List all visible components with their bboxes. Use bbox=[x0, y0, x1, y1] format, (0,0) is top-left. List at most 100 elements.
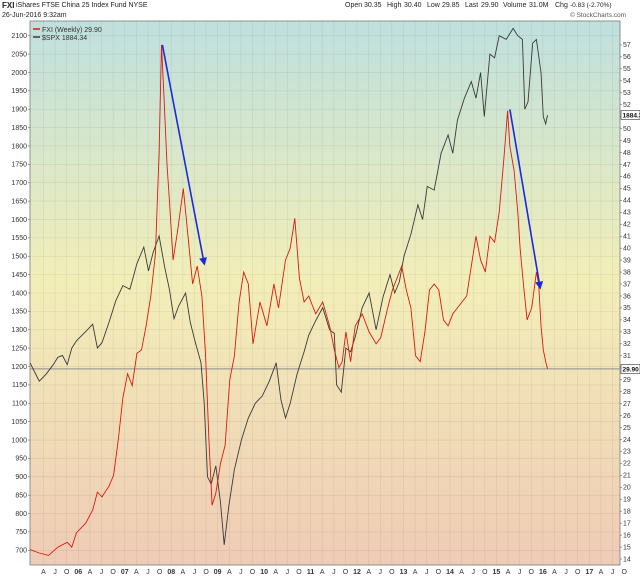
x-tick-label: O bbox=[343, 569, 349, 576]
right-tick-label: 20 bbox=[623, 485, 631, 492]
fxi-last-value-tag-box bbox=[620, 364, 640, 374]
right-tick-label: 25 bbox=[623, 425, 631, 432]
x-tick-label: O bbox=[529, 569, 535, 576]
right-tick-label: 16 bbox=[623, 532, 631, 539]
volume-value: 31.0M bbox=[529, 2, 549, 9]
right-tick-label: 47 bbox=[623, 162, 631, 169]
x-tick-label: J bbox=[611, 569, 615, 576]
x-tick-label: 14 bbox=[446, 569, 454, 576]
plot-area bbox=[29, 20, 621, 566]
right-tick-label: 45 bbox=[623, 186, 631, 193]
right-tick-label: 42 bbox=[623, 222, 631, 229]
x-tick-label: J bbox=[518, 569, 522, 576]
left-tick-label: 1200 bbox=[11, 364, 27, 371]
right-tick-label: 21 bbox=[623, 473, 631, 480]
right-tick-label: 31 bbox=[623, 353, 631, 360]
x-axis: A J O 06 A J O 07 A J O 08 A J O 09 A J O 10 A J O 11 A J O 12 A J O 13… bbox=[41, 569, 627, 576]
x-tick-label: 13 bbox=[400, 569, 408, 576]
x-tick-label: O bbox=[157, 569, 163, 576]
x-tick-label: O bbox=[110, 569, 116, 576]
fxi-series-line bbox=[30, 44, 548, 556]
left-tick-label: 1700 bbox=[11, 180, 27, 187]
spx-last-value-tag-box bbox=[620, 110, 640, 120]
x-tick-label: A bbox=[273, 569, 278, 576]
right-tick-label: 22 bbox=[623, 461, 631, 468]
right-tick-label: 44 bbox=[623, 198, 631, 205]
low-label: Low bbox=[427, 2, 440, 9]
last-label: Last bbox=[465, 2, 479, 9]
trend-arrows bbox=[161, 44, 544, 290]
right-tick-label: 39 bbox=[623, 257, 631, 264]
x-tick-label: A bbox=[134, 569, 139, 576]
right-tick-label: 46 bbox=[623, 174, 631, 181]
left-tick-label: 2100 bbox=[11, 33, 27, 40]
left-tick-label: 1600 bbox=[11, 217, 27, 224]
x-tick-label: O bbox=[436, 569, 442, 576]
legend-spx-label: $SPX 1884.34 bbox=[42, 35, 87, 42]
volume-label: Volume bbox=[503, 2, 527, 9]
right-tick-label: 53 bbox=[623, 90, 631, 97]
left-tick-label: 1300 bbox=[11, 327, 27, 334]
chg-value: -0.83 (-2.70%) bbox=[570, 2, 612, 9]
left-tick-label: 1150 bbox=[12, 382, 27, 389]
x-tick-label: O bbox=[64, 569, 70, 576]
x-tick-label: J bbox=[286, 569, 290, 576]
left-tick-label: 1050 bbox=[11, 419, 27, 426]
x-tick-label: 17 bbox=[585, 569, 593, 576]
x-tick-label: 12 bbox=[353, 569, 361, 576]
x-tick-label: O bbox=[203, 569, 209, 576]
right-tick-label: 17 bbox=[623, 520, 631, 527]
right-tick-label: 26 bbox=[623, 413, 631, 420]
x-tick-label: O bbox=[250, 569, 256, 576]
right-tick-label: 50 bbox=[623, 126, 631, 133]
x-tick-label: J bbox=[53, 569, 57, 576]
right-tick-label: 27 bbox=[623, 401, 631, 408]
high-label: High bbox=[387, 2, 402, 9]
left-tick-label: 1000 bbox=[11, 437, 27, 444]
x-tick-label: A bbox=[599, 569, 604, 576]
left-tick-label: 2000 bbox=[11, 70, 27, 77]
fxi-last-value-tag: 29.90 bbox=[623, 366, 640, 373]
right-tick-label: 54 bbox=[623, 78, 631, 85]
right-tick-label: 40 bbox=[623, 245, 631, 252]
chart-header: FXI iShares FTSE China 25 Index Fund NYS… bbox=[0, 0, 640, 22]
x-tick-label: A bbox=[41, 569, 46, 576]
x-tick-label: O bbox=[575, 569, 581, 576]
legend-fxi-label: FXI (Weekly) 29.90 bbox=[42, 27, 102, 34]
left-tick-label: 1100 bbox=[12, 401, 27, 408]
left-tick-label: 1400 bbox=[11, 290, 27, 297]
x-tick-label: A bbox=[88, 569, 93, 576]
x-tick-label: 16 bbox=[539, 569, 547, 576]
chg-label: Chg bbox=[555, 2, 568, 9]
spx-series-line bbox=[30, 27, 548, 545]
x-tick-label: 10 bbox=[260, 569, 268, 576]
left-tick-label: 1550 bbox=[11, 235, 27, 242]
left-tick-label: 1750 bbox=[11, 162, 27, 169]
left-tick-label: 700 bbox=[15, 548, 27, 555]
x-tick-label: J bbox=[332, 569, 336, 576]
x-tick-label: A bbox=[552, 569, 557, 576]
left-tick-label: 800 bbox=[15, 511, 27, 518]
right-tick-label: 15 bbox=[623, 544, 631, 551]
left-tick-label: 1800 bbox=[11, 143, 27, 150]
x-tick-label: 15 bbox=[493, 569, 501, 576]
x-tick-label: A bbox=[320, 569, 325, 576]
left-tick-label: 2050 bbox=[11, 51, 27, 58]
right-tick-label: 37 bbox=[623, 281, 631, 288]
x-tick-label: J bbox=[100, 569, 104, 576]
left-tick-label: 1350 bbox=[11, 309, 27, 316]
spx-last-value-tag: 1884.34 bbox=[623, 112, 640, 119]
right-tick-label: 55 bbox=[623, 66, 631, 73]
left-tick-label: 900 bbox=[15, 474, 27, 481]
right-tick-label: 33 bbox=[623, 329, 631, 336]
x-tick-label: J bbox=[471, 569, 475, 576]
low-value: 29.85 bbox=[442, 2, 460, 9]
x-tick-label: A bbox=[413, 569, 418, 576]
x-tick-label: A bbox=[506, 569, 511, 576]
right-tick-label: 24 bbox=[623, 437, 631, 444]
left-tick-label: 850 bbox=[15, 492, 27, 499]
legend: FXI (Weekly) 29.90 $SPX 1884.34 bbox=[33, 27, 102, 42]
x-tick-label: J bbox=[379, 569, 383, 576]
x-tick-label: 08 bbox=[167, 569, 175, 576]
